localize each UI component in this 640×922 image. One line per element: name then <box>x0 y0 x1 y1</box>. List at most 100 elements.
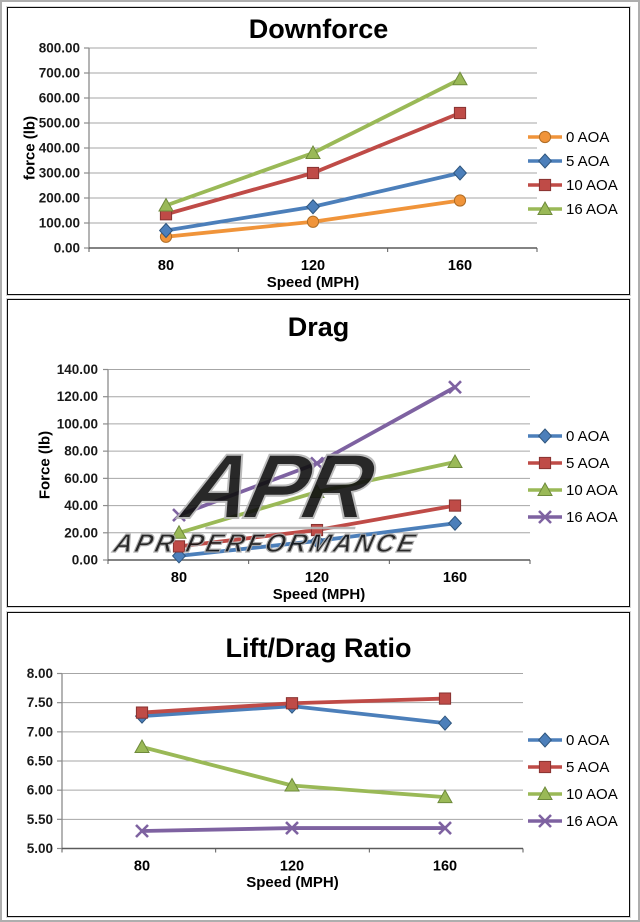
x-tick-label: 80 <box>158 258 174 274</box>
legend-marker <box>538 130 552 144</box>
series-10-aoa <box>171 454 463 539</box>
data-point-marker <box>447 454 463 469</box>
y-tick-label: 40.00 <box>64 498 98 513</box>
legend-item: 10 AOA <box>528 177 618 194</box>
x-tick-label: 160 <box>443 570 467 586</box>
series-10-aoa <box>159 106 467 221</box>
apr-logo: APR <box>172 435 384 538</box>
y-tick-label: 5.00 <box>27 841 53 856</box>
x-tick-label: 80 <box>171 570 187 586</box>
y-tick-label: 6.00 <box>27 783 53 798</box>
series-16-aoa <box>158 71 468 212</box>
legend-marker <box>537 153 553 169</box>
data-point-marker <box>437 789 453 804</box>
series-5-aoa <box>158 165 468 239</box>
legend-marker <box>537 732 553 748</box>
data-point-marker <box>172 540 186 553</box>
legend-item: 0 AOA <box>528 732 609 749</box>
y-tick-label: 0.00 <box>72 553 98 568</box>
data-point-marker <box>452 71 468 86</box>
x-axis-label: Speed (MPH) <box>266 274 360 291</box>
y-tick-label: 140.00 <box>57 362 98 377</box>
y-tick-label: 7.00 <box>27 724 53 739</box>
data-point-marker <box>309 483 325 498</box>
plot-area-drag: 140.00 120.00 100.00 80.00 60.00 40.00 20.00 0.… <box>57 362 618 586</box>
legend-marker <box>537 481 553 496</box>
x-tick-label: 80 <box>134 859 150 875</box>
series-16-aoa <box>172 380 462 523</box>
y-tick-label: 6.50 <box>27 754 53 769</box>
legend-item-label: 10 AOA <box>566 786 618 803</box>
data-point-marker <box>134 738 150 753</box>
legend-marker <box>538 760 552 774</box>
y-tick-label: 8.00 <box>27 666 53 681</box>
legend-item: 10 AOA <box>528 785 618 803</box>
y-tick-label: 7.50 <box>27 695 53 710</box>
watermark-text: APR PERFORMANCE <box>110 528 421 558</box>
data-point-marker <box>172 508 186 523</box>
legend-item-label: 10 AOA <box>566 177 618 194</box>
legend-item: 10 AOA <box>528 481 618 499</box>
data-point-marker <box>305 144 321 159</box>
legend-marker <box>537 428 553 444</box>
y-tick-label: 120.00 <box>57 389 98 404</box>
y-tick-label: 200.00 <box>39 191 80 206</box>
data-point-marker <box>453 194 467 207</box>
y-tick-label: 800.00 <box>39 41 80 56</box>
y-tick-label: 0.00 <box>54 241 80 256</box>
legend-item-label: 5 AOA <box>566 153 609 170</box>
y-tick-label: 60.00 <box>64 471 98 486</box>
x-tick-label: 160 <box>433 859 457 875</box>
legend-item: 16 AOA <box>528 200 618 218</box>
plot-area-lift-drag-ratio: 8.00 7.50 7.00 6.50 6.00 5.50 5.00 80 120 160 0 AO… <box>27 666 618 875</box>
x-axis-label: Speed (MPH) <box>246 874 339 891</box>
legend-item: 0 AOA <box>528 129 609 146</box>
data-point-marker <box>158 222 174 239</box>
data-point-marker <box>448 499 462 512</box>
data-point-marker <box>452 165 468 181</box>
data-point-marker <box>135 824 149 838</box>
data-point-marker <box>448 380 462 395</box>
legend: 0 AOA 5 AOA 10 AOA 16 AOA <box>528 428 618 526</box>
x-tick-label: 120 <box>301 258 325 274</box>
legend-marker <box>538 510 552 524</box>
y-tick-label: 100.00 <box>57 416 98 431</box>
data-point-marker <box>310 523 324 537</box>
legend-item-label: 5 AOA <box>566 455 609 472</box>
data-point-marker <box>171 524 187 539</box>
series-5-aoa <box>135 692 452 719</box>
y-tick-label: 20.00 <box>64 525 98 540</box>
legend-item: 16 AOA <box>528 509 618 526</box>
data-point-marker <box>285 697 299 710</box>
legend-item-label: 0 AOA <box>566 129 609 146</box>
legend-item: 5 AOA <box>528 455 609 472</box>
chart-panel-drag: Drag Force (lb) Speed (MPH) 140.00 120.00… <box>7 299 630 607</box>
series-10-aoa <box>134 738 453 804</box>
legend-item-label: 0 AOA <box>566 428 609 445</box>
y-tick-label: 100.00 <box>39 216 80 231</box>
legend: 0 AOA 5 AOA 10 AOA 16 AOA <box>528 129 618 218</box>
chart-title: Drag <box>287 312 350 342</box>
y-tick-label: 400.00 <box>39 141 80 156</box>
data-point-marker <box>437 715 453 731</box>
chart-title: Lift/Drag Ratio <box>225 633 412 663</box>
legend-item-label: 16 AOA <box>566 201 618 218</box>
y-tick-label: 80.00 <box>64 444 98 459</box>
legend-item: 0 AOA <box>528 428 609 445</box>
series-16-aoa <box>135 821 452 838</box>
data-point-marker <box>306 166 320 180</box>
series-5-aoa <box>172 499 462 553</box>
data-point-marker <box>135 706 149 719</box>
legend-marker <box>537 785 553 800</box>
x-tick-label: 120 <box>305 570 329 586</box>
chart-panel-lift-drag-ratio: Lift/Drag Ratio Speed (MPH) 8.00 7.50 7.00… <box>7 612 630 917</box>
data-point-marker <box>447 515 463 532</box>
plot-area-downforce: 800.00700.00600.00500.00400.00300.00200.… <box>39 41 618 275</box>
legend: 0 AOA 5 AOA 10 AOA 16 AOA <box>528 732 618 830</box>
data-point-marker <box>438 692 452 705</box>
chart-panel-downforce: Downforce force (lb) Speed (MPH) 800.00 7… <box>7 7 630 295</box>
y-tick-label: 5.50 <box>27 812 53 827</box>
data-point-marker <box>309 533 325 549</box>
legend-item: 5 AOA <box>528 759 609 776</box>
